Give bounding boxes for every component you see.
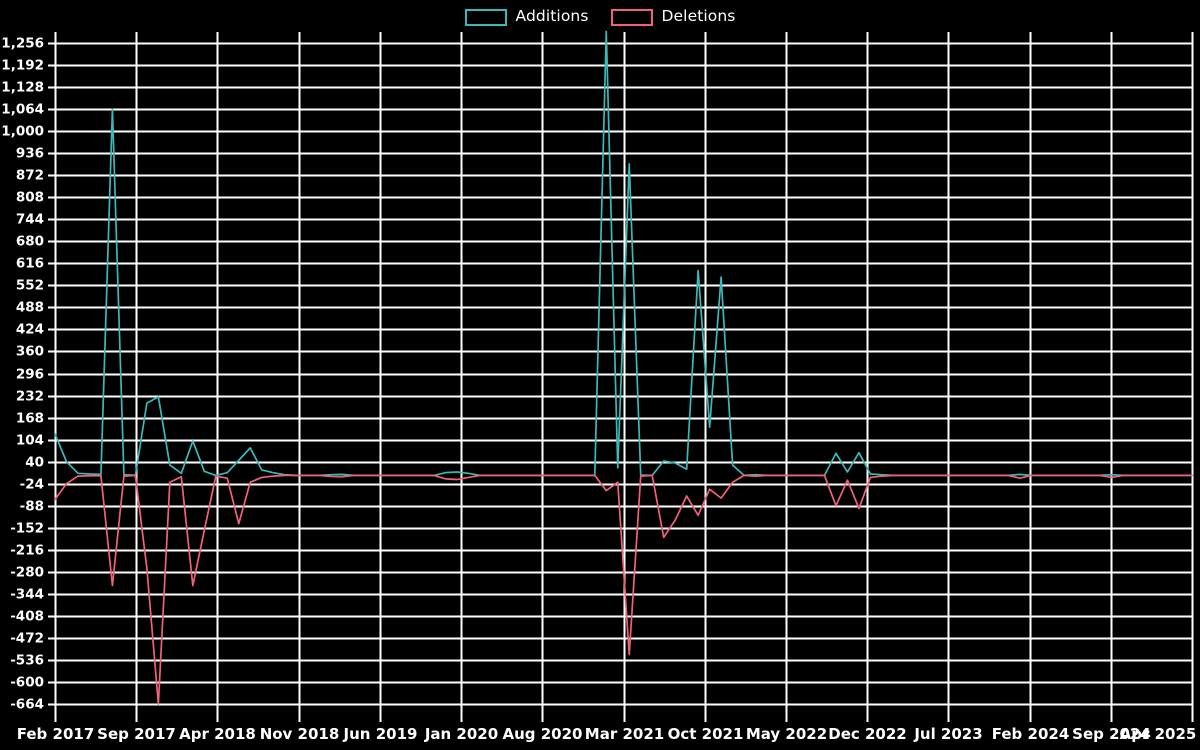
- y-tick-label: 424: [16, 322, 44, 338]
- legend-swatch-deletions-icon: [610, 8, 653, 26]
- y-tick-label: -536: [10, 653, 44, 669]
- legend-item-additions[interactable]: Additions: [464, 7, 589, 26]
- y-tick-label: 1,128: [1, 80, 44, 96]
- series-line-deletions: [54, 474, 1193, 705]
- y-tick-label: -280: [10, 565, 44, 581]
- data-series-layer: [54, 30, 1193, 705]
- x-tick-label: Nov 2018: [260, 725, 340, 743]
- y-tick-label: -408: [10, 609, 44, 625]
- chart-legend: Additions Deletions: [0, 0, 1200, 34]
- x-tick-label: Sep 2024: [1072, 725, 1151, 743]
- legend-swatch-additions-icon: [464, 8, 507, 26]
- y-tick-label: 360: [16, 344, 44, 360]
- y-tick-label: 40: [25, 455, 44, 471]
- y-tick-label: 808: [16, 190, 44, 206]
- y-tick-label: 616: [16, 256, 44, 272]
- x-tick-label: May 2022: [746, 725, 827, 743]
- x-tick-label: Apr 2025: [1120, 725, 1197, 743]
- y-tick-label: -344: [10, 587, 44, 603]
- y-tick-label: 744: [16, 212, 44, 228]
- legend-label-deletions: Deletions: [661, 7, 736, 26]
- y-tick-label: 1,192: [1, 58, 44, 74]
- y-tick-label: 872: [16, 168, 44, 184]
- x-tick-label: Aug 2020: [503, 725, 583, 743]
- y-tick-label: -152: [10, 521, 44, 537]
- y-tick-label: -472: [10, 631, 44, 647]
- x-tick-label: Apr 2018: [179, 725, 256, 743]
- x-tick-label: Dec 2022: [828, 725, 907, 743]
- y-tick-label: 104: [16, 433, 44, 449]
- y-tick-label: 1,000: [1, 124, 44, 140]
- y-tick-label: 1,064: [1, 102, 44, 118]
- y-tick-label: 296: [16, 367, 44, 383]
- y-tick-label: -216: [10, 543, 44, 559]
- y-tick-label: -664: [10, 697, 44, 713]
- x-tick-label: Jan 2020: [424, 725, 498, 743]
- x-axis-tick-labels: Feb 2017 Sep 2017 Apr 2018 Nov 2018 Jun 2019…: [17, 725, 1197, 743]
- y-tick-label: -24: [20, 477, 44, 493]
- y-tick-label: 936: [16, 146, 44, 162]
- y-axis-tick-labels: 1,256 1,192 1,128 1,064 1,000 936 872 808 744 680…: [1, 36, 44, 713]
- y-tick-label: 232: [16, 389, 44, 405]
- y-tick-label: -88: [20, 499, 44, 515]
- series-line-additions: [54, 30, 1193, 477]
- x-tick-label: Oct 2021: [668, 725, 744, 743]
- y-tick-label: 680: [16, 234, 44, 250]
- vertical-gridlines: [54, 32, 1194, 722]
- horizontal-gridlines: [48, 42, 1192, 706]
- y-tick-label: 488: [16, 300, 44, 316]
- x-tick-label: Feb 2024: [992, 725, 1070, 743]
- x-tick-label: Sep 2017: [97, 725, 176, 743]
- legend-label-additions: Additions: [515, 7, 589, 26]
- y-tick-label: 552: [16, 278, 44, 294]
- x-tick-label: Mar 2021: [585, 725, 664, 743]
- x-tick-label: Jun 2019: [343, 725, 418, 743]
- y-tick-label: -600: [10, 675, 44, 691]
- y-tick-label: 1,256: [1, 36, 44, 52]
- x-tick-label: Jul 2023: [913, 725, 982, 743]
- y-tick-label: 168: [16, 411, 44, 427]
- x-tick-label: Feb 2017: [17, 725, 95, 743]
- legend-item-deletions[interactable]: Deletions: [610, 7, 736, 26]
